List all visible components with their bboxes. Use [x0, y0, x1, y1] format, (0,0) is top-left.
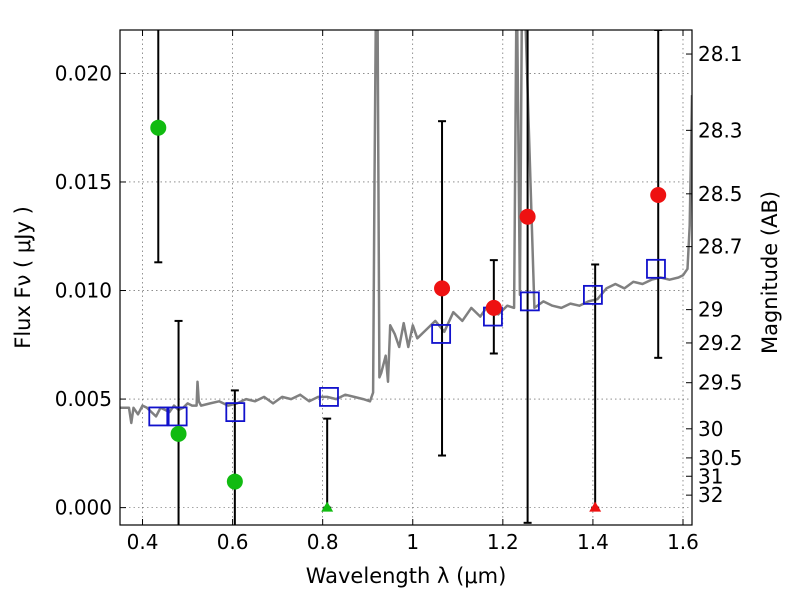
x-tick-label: 1.2 — [487, 530, 519, 554]
red-detection-point — [650, 187, 667, 203]
x-tick-label: 0.4 — [127, 530, 159, 554]
plot-frame — [119, 29, 693, 526]
model-photometry-square — [225, 402, 246, 423]
magnitude-tick-label: 30 — [698, 417, 723, 441]
data-markers — [148, 119, 667, 512]
magnitude-tick-label: 29.5 — [698, 371, 743, 395]
y-tick-label: 0.015 — [55, 170, 112, 194]
red-upper-limit-marker — [589, 501, 602, 512]
x-tick-label: 0.8 — [307, 530, 339, 554]
magnitude-tick-label: 28.1 — [698, 42, 743, 66]
y-tick-label: 0.020 — [55, 61, 112, 85]
model-photometry-square — [646, 258, 666, 279]
green-upper-limit-marker — [321, 501, 334, 512]
green-detection-point — [226, 473, 243, 490]
red-detection-point — [519, 208, 536, 225]
magnitude-tick-label: 28.5 — [698, 182, 743, 206]
model-spectrum — [120, 30, 692, 425]
magnitude-axis-title: Magnitude (AB) — [758, 191, 782, 354]
y-tick-label: 0.010 — [55, 279, 112, 303]
red-detection-point — [485, 299, 502, 316]
axis-ticks — [120, 30, 692, 525]
model-photometry-square — [319, 387, 339, 407]
magnitude-tick-label: 29 — [698, 298, 723, 322]
x-tick-label: 1 — [406, 530, 419, 554]
green-detection-point — [150, 119, 167, 136]
y-tick-label: 0.005 — [55, 387, 112, 411]
model-spectrum-line — [120, 30, 692, 425]
magnitude-tick-label: 29.2 — [698, 331, 743, 355]
tick-labels: 0.4 0.6 0.8 1 1.2 1.4 1.6 0.000 0.005 0.010 0.015 0… — [55, 42, 743, 554]
y-axis-title: Flux Fν ( μJy ) — [11, 206, 35, 349]
model-photometry-square — [583, 284, 603, 305]
model-photometry-square — [148, 406, 169, 427]
x-tick-label: 1.4 — [577, 530, 609, 554]
red-detection-point — [434, 280, 451, 297]
model-photometry-square — [519, 291, 540, 312]
x-tick-label: 1.6 — [667, 530, 699, 554]
y-tick-label: 0.000 — [55, 496, 112, 520]
x-axis-title: Wavelength λ (μm) — [306, 564, 507, 588]
error-bars — [154, 30, 663, 525]
model-photometry-square — [431, 324, 452, 344]
grid-lines — [120, 30, 692, 525]
x-tick-label: 0.6 — [217, 530, 249, 554]
magnitude-tick-label: 28.7 — [698, 235, 743, 259]
green-detection-point — [170, 425, 187, 442]
model-photometry-square — [167, 406, 188, 427]
magnitude-tick-label: 31 — [698, 464, 723, 488]
magnitude-tick-label: 30.5 — [698, 446, 743, 470]
magnitude-tick-label: 28.3 — [698, 118, 743, 142]
magnitude-tick-label: 32 — [698, 483, 723, 507]
